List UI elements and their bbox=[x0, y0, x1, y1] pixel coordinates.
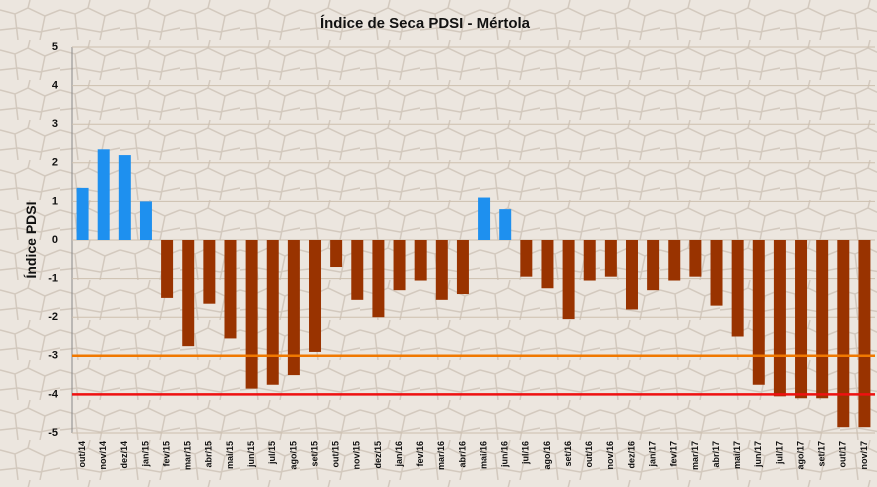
bar bbox=[563, 240, 575, 319]
x-tick-label: dez/14 bbox=[119, 441, 129, 469]
bar bbox=[140, 201, 152, 240]
x-tick-label: mar/15 bbox=[183, 441, 193, 470]
bar bbox=[689, 240, 701, 277]
x-tick-label: out/14 bbox=[77, 441, 87, 468]
x-tick-label: set/16 bbox=[563, 441, 573, 467]
x-tick-label: jul/17 bbox=[774, 441, 784, 465]
bar bbox=[753, 240, 765, 385]
x-tick-label: ago/17 bbox=[795, 441, 805, 470]
bar bbox=[309, 240, 321, 352]
bar bbox=[711, 240, 723, 306]
x-tick-label: jul/16 bbox=[521, 441, 531, 465]
bar bbox=[351, 240, 363, 300]
bar bbox=[457, 240, 469, 294]
bar bbox=[98, 149, 110, 240]
y-tick-label: 4 bbox=[52, 80, 59, 92]
x-tick-label: ago/16 bbox=[542, 441, 552, 470]
bar bbox=[372, 240, 384, 317]
bar bbox=[330, 240, 342, 267]
y-tick-label: 1 bbox=[52, 195, 58, 207]
x-tick-label: dez/15 bbox=[373, 441, 383, 469]
bar bbox=[499, 209, 511, 240]
bar bbox=[415, 240, 427, 281]
x-tick-label: fev/17 bbox=[669, 441, 679, 467]
chart: Índice de Seca PDSI - Mértola Índice PDS… bbox=[0, 0, 877, 487]
x-tick-label: jun/17 bbox=[753, 441, 763, 468]
bar bbox=[267, 240, 279, 385]
x-tick-label: abr/15 bbox=[204, 441, 214, 468]
bar bbox=[161, 240, 173, 298]
bar bbox=[182, 240, 194, 346]
x-tick-label: jun/15 bbox=[246, 441, 256, 468]
bar bbox=[203, 240, 215, 304]
x-tick-label: dez/16 bbox=[626, 441, 636, 469]
x-tick-label: out/15 bbox=[331, 441, 341, 468]
bar bbox=[795, 240, 807, 398]
y-tick-label: -5 bbox=[48, 427, 58, 439]
bar bbox=[119, 155, 131, 240]
y-tick-label: 2 bbox=[52, 157, 58, 169]
x-tick-label: mai/17 bbox=[732, 441, 742, 469]
x-tick-label: nov/16 bbox=[605, 441, 615, 470]
x-tick-label: jan/16 bbox=[394, 441, 404, 468]
x-tick-label: abr/17 bbox=[711, 441, 721, 468]
y-tick-label: -4 bbox=[48, 388, 59, 400]
y-tick-label: -3 bbox=[48, 350, 58, 362]
x-tick-label: set/17 bbox=[817, 441, 827, 467]
x-tick-label: ago/15 bbox=[288, 441, 298, 470]
x-tick-label: out/17 bbox=[838, 441, 848, 468]
x-tick-label: jul/15 bbox=[267, 441, 277, 465]
x-tick-label: set/15 bbox=[309, 441, 319, 467]
y-tick-label: 5 bbox=[52, 41, 58, 53]
x-tick-label: out/16 bbox=[584, 441, 594, 468]
bar bbox=[605, 240, 617, 277]
bar bbox=[246, 240, 258, 389]
y-axis-label: Índice PDSI bbox=[23, 201, 39, 278]
chart-title: Índice de Seca PDSI - Mértola bbox=[320, 15, 531, 32]
x-tick-label: jan/17 bbox=[647, 441, 657, 468]
x-tick-label: mai/16 bbox=[478, 441, 488, 469]
x-tick-label: jan/15 bbox=[140, 441, 150, 468]
bar bbox=[224, 240, 236, 338]
bar bbox=[478, 198, 490, 240]
bar bbox=[668, 240, 680, 281]
x-tick-label: mar/16 bbox=[436, 441, 446, 470]
x-tick-label: fev/16 bbox=[415, 441, 425, 467]
bar bbox=[816, 240, 828, 398]
x-tick-label: abr/16 bbox=[457, 441, 467, 468]
bar bbox=[436, 240, 448, 300]
y-tick-label: -2 bbox=[48, 311, 58, 323]
x-tick-label: jun/16 bbox=[500, 441, 510, 468]
bar bbox=[520, 240, 532, 277]
bar bbox=[774, 240, 786, 396]
bar bbox=[837, 240, 849, 427]
y-tick-label: 3 bbox=[52, 118, 58, 130]
x-tick-label: nov/15 bbox=[352, 441, 362, 470]
y-tick-label: 0 bbox=[52, 234, 58, 246]
x-tick-label: nov/14 bbox=[98, 441, 108, 470]
x-tick-label: mai/15 bbox=[225, 441, 235, 469]
x-tick-label: mar/17 bbox=[690, 441, 700, 470]
bar bbox=[732, 240, 744, 337]
bar bbox=[647, 240, 659, 290]
x-tick-label: fev/15 bbox=[161, 441, 171, 467]
bar bbox=[858, 240, 870, 427]
x-tick-label: nov/17 bbox=[859, 441, 869, 470]
bar bbox=[626, 240, 638, 309]
bar bbox=[77, 188, 89, 240]
bar bbox=[541, 240, 553, 288]
y-tick-label: -1 bbox=[48, 273, 58, 285]
bar bbox=[394, 240, 406, 290]
bar bbox=[584, 240, 596, 281]
